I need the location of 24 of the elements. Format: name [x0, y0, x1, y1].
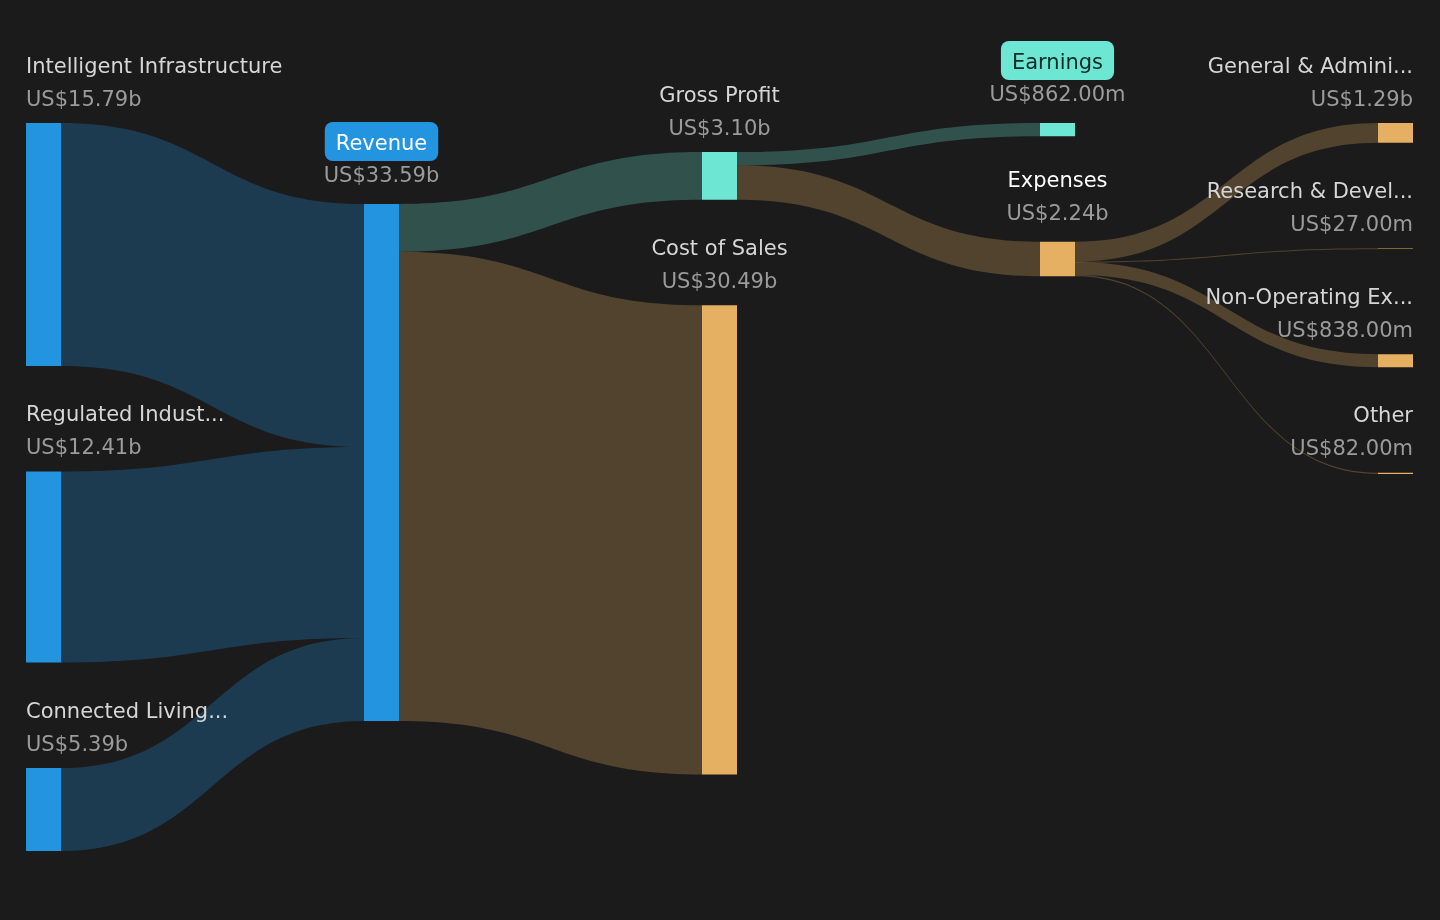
category-label: Connected Living...: [26, 698, 229, 723]
category-label: Non-Operating Ex...: [1205, 284, 1413, 309]
category-label: Other: [1353, 403, 1414, 428]
data-label: US$30.49b: [661, 268, 778, 293]
data-label: US$82.00m: [1290, 436, 1413, 461]
data-label: US$1.29b: [1310, 86, 1413, 111]
data-label: US$862.00m: [989, 82, 1126, 106]
data-label: US$5.39b: [26, 731, 129, 756]
data-label: US$838.00m: [1277, 317, 1413, 342]
category-label: Expenses: [1007, 168, 1108, 193]
category-label: Gross Profit: [659, 82, 780, 107]
data-label: US$2.24b: [1006, 200, 1109, 225]
category-label: General & Admini...: [1207, 53, 1413, 78]
data-label: US$15.79b: [26, 86, 142, 111]
data-label: US$27.00m: [1290, 211, 1413, 236]
data-label: US$12.41b: [26, 435, 142, 460]
category-label: Intelligent Infrastructure: [26, 53, 283, 78]
category-label: Revenue: [335, 130, 428, 155]
category-label: Regulated Indust...: [26, 402, 225, 427]
category-label: Earnings: [1011, 49, 1104, 74]
data-label: US$33.59b: [323, 163, 440, 187]
category-label: Research & Devel...: [1206, 178, 1413, 203]
data-label: US$3.10b: [668, 115, 771, 140]
category-label: Cost of Sales: [651, 235, 788, 260]
